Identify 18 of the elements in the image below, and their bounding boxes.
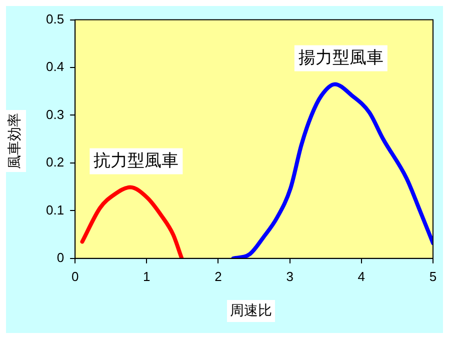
series-label: 抗力型風車	[94, 150, 179, 170]
y-tick-label: 0.5	[46, 11, 64, 26]
x-axis-title: 周速比	[227, 300, 275, 322]
line-series	[231, 82, 433, 258]
x-tick-label: 3	[286, 268, 294, 284]
x-tick-label: 5	[429, 268, 437, 284]
y-tick-label: 0.2	[46, 154, 64, 170]
y-tick-label: 0.4	[46, 59, 64, 74]
x-tick-label: 4	[358, 268, 366, 284]
y-tick-label: 0	[56, 250, 64, 265]
x-tick-label: 0	[71, 268, 79, 284]
line-series	[80, 185, 184, 258]
y-tick-label: 0.3	[46, 106, 64, 122]
y-tick-label: 0.1	[46, 202, 64, 218]
series-label: 揚力型風車	[298, 48, 384, 67]
x-tick-label: 2	[214, 268, 222, 284]
y-axis-title: 風車効率	[4, 110, 26, 172]
x-tick-label: 1	[143, 268, 150, 284]
